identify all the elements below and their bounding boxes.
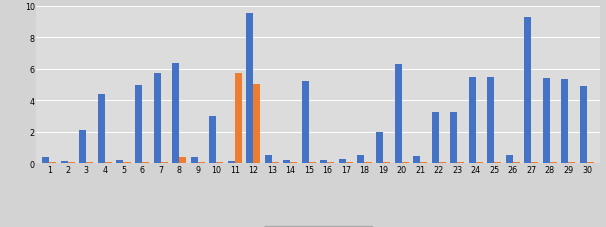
Bar: [235, 73, 242, 163]
Bar: [68, 162, 75, 163]
Bar: [376, 132, 383, 163]
Bar: [105, 162, 112, 163]
Bar: [87, 162, 93, 163]
Bar: [135, 85, 142, 163]
Bar: [561, 80, 568, 163]
Bar: [124, 162, 130, 163]
Bar: [494, 162, 501, 163]
Bar: [302, 81, 309, 163]
Bar: [272, 162, 279, 163]
Bar: [191, 157, 198, 163]
Bar: [116, 160, 124, 163]
Bar: [476, 162, 483, 163]
Bar: [309, 162, 316, 163]
Bar: [543, 79, 550, 163]
Bar: [161, 162, 168, 163]
Bar: [457, 162, 464, 163]
Bar: [450, 113, 457, 163]
Bar: [209, 116, 216, 163]
Bar: [550, 162, 557, 163]
Bar: [346, 162, 353, 163]
Bar: [358, 155, 364, 163]
Bar: [283, 160, 290, 163]
Bar: [420, 162, 427, 163]
Bar: [142, 162, 149, 163]
Bar: [265, 155, 272, 163]
Bar: [246, 14, 253, 163]
Bar: [198, 162, 205, 163]
Bar: [395, 65, 402, 163]
Bar: [568, 162, 576, 163]
Bar: [413, 156, 420, 163]
Bar: [524, 18, 531, 163]
Bar: [172, 64, 179, 163]
Bar: [513, 162, 520, 163]
Bar: [42, 157, 49, 163]
Bar: [216, 162, 223, 163]
Legend: 0 - 0.5m, 0.6 - 1m: 0 - 0.5m, 0.6 - 1m: [264, 226, 373, 227]
Bar: [402, 162, 408, 163]
Bar: [327, 162, 335, 163]
Bar: [587, 162, 594, 163]
Bar: [506, 155, 513, 163]
Bar: [321, 160, 327, 163]
Bar: [61, 161, 68, 163]
Bar: [383, 162, 390, 163]
Bar: [339, 160, 346, 163]
Bar: [153, 74, 161, 163]
Bar: [228, 161, 235, 163]
Bar: [580, 87, 587, 163]
Bar: [290, 162, 298, 163]
Bar: [98, 94, 105, 163]
Bar: [487, 77, 494, 163]
Bar: [253, 84, 261, 163]
Bar: [468, 77, 476, 163]
Bar: [49, 162, 56, 163]
Bar: [531, 162, 538, 163]
Bar: [431, 113, 439, 163]
Bar: [364, 162, 371, 163]
Bar: [79, 131, 87, 163]
Bar: [179, 157, 186, 163]
Bar: [439, 162, 445, 163]
